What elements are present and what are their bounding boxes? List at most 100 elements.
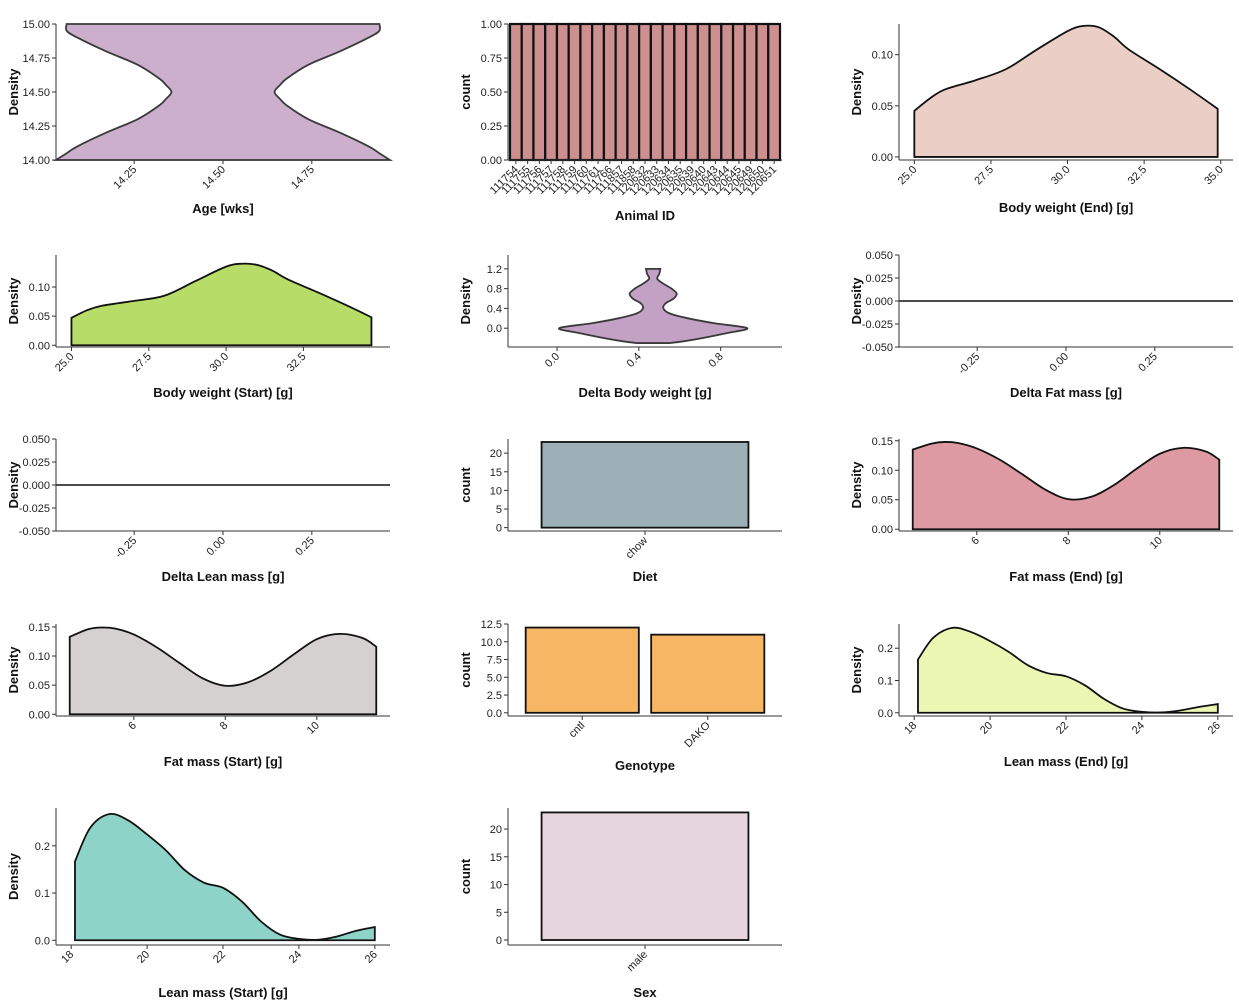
- delta_bw-ytick-label: 0.8: [487, 284, 502, 296]
- delta_bw-ytick-label: 0.0: [487, 323, 502, 335]
- bw_end-x-label: Body weight (End) [g]: [999, 200, 1133, 215]
- animal-y-label: count: [458, 74, 473, 110]
- fat_start-xtick-label: 10: [305, 720, 322, 737]
- animal-x-label: Animal ID: [615, 208, 675, 223]
- lean_end-ytick-label: 0.1: [878, 675, 893, 687]
- lean_start-density-area: [74, 813, 376, 942]
- animal-bar-120645: [731, 22, 746, 162]
- animal-bar-120634: [661, 22, 676, 162]
- bw_end-y-label: Density: [849, 68, 864, 116]
- animal-bar-111755: [520, 22, 535, 162]
- delta_lean-ytick-label: -0.025: [19, 503, 50, 515]
- genotype-xtick-label: cntl: [567, 720, 588, 741]
- lean_start-xtick-label: 20: [135, 949, 152, 966]
- delta_fat-ytick-label: -0.025: [862, 319, 893, 331]
- animal-bar-111857: [614, 22, 629, 162]
- animal-bar-120643: [708, 22, 723, 162]
- lean_start-ytick-label: 0.0: [35, 935, 50, 947]
- panel-delta_lean: -0.050 -0.025 0.000 0.025 0.050 -0.25 0.00 0.25…: [6, 434, 390, 584]
- animal-bar-120633: [649, 22, 664, 162]
- fat_end-y-label: Density: [849, 461, 864, 509]
- panel-fat_end: 0.00 0.05 0.10 0.15 6 8 10 Fat mass (End) [g] De…: [849, 436, 1233, 584]
- sex-ytick-label: 20: [490, 824, 502, 836]
- bw_start-xtick-label: 30.0: [208, 351, 232, 375]
- delta_bw-ytick-label: 1.2: [487, 264, 502, 276]
- delta_bw-x-label: Delta Body weight [g]: [579, 385, 712, 400]
- genotype-xtick-label: DAKO: [682, 719, 713, 750]
- animal-bar-111758: [555, 22, 570, 162]
- panel-lean_start: 0.0 0.1 0.2 18 20 22 24 26 Lean mass (Start) [g]…: [6, 808, 390, 1000]
- sex-ytick-label: 0: [496, 935, 502, 947]
- age-ytick-label: 14.50: [22, 87, 50, 99]
- delta_lean-ytick-label: -0.050: [19, 526, 50, 538]
- panel-sex: male 0 5 10 15 20 Sex count: [458, 808, 782, 1000]
- fat_start-y-label: Density: [6, 646, 21, 694]
- sex-x-label: Sex: [633, 985, 657, 1000]
- genotype-ytick-label: 5.0: [487, 672, 502, 684]
- bw_end-xtick-label: 27.5: [972, 164, 996, 188]
- lean_end-xtick-label: 22: [1054, 720, 1071, 737]
- panel-diet: chow 0 5 10 15 20 Diet count: [458, 439, 782, 584]
- animal-ytick-label: 0.25: [481, 121, 502, 133]
- lean_end-ytick-label: 0.0: [878, 708, 893, 720]
- lean_end-ytick-label: 0.2: [878, 643, 893, 655]
- animal-bar-120635: [673, 22, 688, 162]
- delta_bw-xtick-label: 0.0: [543, 351, 562, 370]
- bw_start-ytick-label: 0.10: [29, 282, 50, 294]
- animal-bar-111754: [508, 22, 523, 162]
- panel-delta_bw: 0.0 0.4 0.8 1.2 0.0 0.4 0.8 Delta Body weight […: [458, 255, 782, 400]
- animal-bar-111858: [626, 22, 641, 162]
- age-xtick-label: 14.50: [200, 164, 228, 192]
- genotype-ytick-label: 12.5: [481, 619, 502, 631]
- panel-bw_end: 0.00 0.05 0.10 25.0 27.5 30.0 32.5 35.0 Body wei…: [849, 24, 1233, 215]
- age-violin: [52, 23, 394, 161]
- lean_end-xtick-label: 18: [902, 720, 919, 737]
- diet-ytick-label: 0: [496, 523, 502, 535]
- genotype-ytick-label: 7.5: [487, 655, 502, 667]
- lean_end-density-area: [917, 626, 1219, 714]
- bw_end-ytick-label: 0.10: [872, 50, 893, 62]
- diet-y-label: count: [458, 467, 473, 503]
- fat_start-ytick-label: 0.05: [29, 680, 50, 692]
- delta_lean-xtick-label: -0.25: [113, 535, 139, 561]
- lean_end-y-label: Density: [849, 646, 864, 694]
- age-xtick-label: 14.75: [289, 164, 317, 192]
- bw_end-xtick-label: 32.5: [1126, 164, 1150, 188]
- animal-bar-111766: [602, 22, 617, 162]
- delta_lean-xtick-label: 0.25: [293, 535, 317, 559]
- fat_end-xtick-label: 6: [969, 535, 982, 548]
- diet-ytick-label: 15: [490, 467, 502, 479]
- fat_end-x-label: Fat mass (End) [g]: [1009, 569, 1122, 584]
- genotype-x-label: Genotype: [615, 758, 675, 773]
- bw_end-density-area: [913, 24, 1219, 158]
- sex-y-label: count: [458, 858, 473, 894]
- panel-age: 14.00 14.25 14.50 14.75 15.00 14.25 14.50 14.75…: [6, 19, 394, 216]
- delta_fat-ytick-label: 0.000: [865, 296, 893, 308]
- age-ytick-label: 15.00: [22, 19, 50, 31]
- diet-xtick-label: chow: [623, 535, 650, 562]
- animal-bar-111756: [532, 22, 547, 162]
- fat_start-density-area: [68, 626, 378, 716]
- panel-genotype: cntl DAKO 0.0 2.5 5.0 7.5 10.0 12.5 Genotype coun…: [458, 619, 782, 773]
- panel-lean_end: 0.0 0.1 0.2 18 20 22 24 26 Lean mass (End) [g] De…: [849, 624, 1233, 769]
- fat_end-ytick-label: 0.00: [872, 524, 893, 536]
- bw_end-ytick-label: 0.05: [872, 101, 893, 113]
- lean_start-x-label: Lean mass (Start) [g]: [158, 985, 287, 1000]
- age-y-label: Density: [6, 68, 21, 116]
- lean_end-x-label: Lean mass (End) [g]: [1004, 754, 1128, 769]
- delta_fat-xtick-label: -0.25: [956, 351, 982, 377]
- sex-ytick-label: 5: [496, 907, 502, 919]
- bw_start-xtick-label: 25.0: [53, 351, 77, 375]
- animal-ytick-label: 0.50: [481, 87, 502, 99]
- animal-ytick-label: 1.00: [481, 19, 502, 31]
- animal-bar-111757: [544, 22, 559, 162]
- age-ytick-label: 14.00: [22, 155, 50, 167]
- delta_fat-xtick-label: 0.00: [1047, 351, 1071, 375]
- panel-fat_start: 0.00 0.05 0.10 0.15 6 8 10 Fat mass (Start) [g]…: [6, 622, 390, 769]
- lean_start-xtick-label: 18: [59, 949, 76, 966]
- diet-x-label: Diet: [633, 569, 658, 584]
- delta_bw-ytick-label: 0.4: [487, 303, 502, 315]
- delta_bw-violin: [558, 267, 749, 344]
- bw_start-ytick-label: 0.05: [29, 311, 50, 323]
